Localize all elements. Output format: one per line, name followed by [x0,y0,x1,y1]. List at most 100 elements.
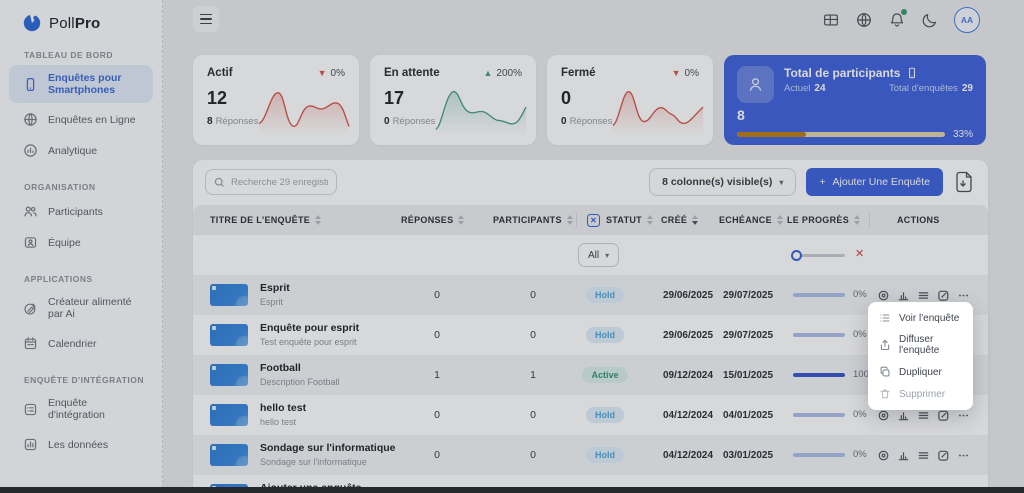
due-date: 15/01/2025 [722,369,774,381]
menu-item-voir-enquete[interactable]: Voir l'enquête [868,307,973,329]
export-file-icon[interactable] [953,170,976,194]
list-icon[interactable] [917,409,930,422]
column-header-progres[interactable]: LE PROGRÈS [787,205,861,235]
table-row[interactable]: Esprit Esprit 0 0 Hold 29/06/2025 29/07/2… [193,275,988,315]
sort-icon[interactable] [646,215,653,225]
participants-value: 8 [737,107,745,123]
globe-icon[interactable] [855,11,873,29]
row-context-menu: Voir l'enquête Diffuser l'enquête Dupliq… [868,302,973,410]
sidebar-item-label: Les données [48,438,109,451]
chart-icon[interactable] [897,289,910,302]
add-survey-button[interactable]: + Ajouter Une Enquête [806,168,943,196]
table-row[interactable]: Sondage sur l'informatique Sondage sur l'… [193,435,988,475]
sidebar-item-label: Calendrier [48,337,97,350]
stat-title: Fermé [561,67,596,79]
edit-icon[interactable] [937,289,950,302]
responses-value: 0 [434,329,440,341]
progress-bar [793,373,845,377]
chart-icon[interactable] [897,449,910,462]
search-input[interactable] [231,176,328,188]
calendar-icon [23,336,38,351]
sidebar-item-enquetes-en-ligne[interactable]: Enquêtes en Ligne [9,105,153,134]
users-icon [23,204,38,219]
sort-icon[interactable] [854,215,861,225]
table-row[interactable]: Enquête pour esprit Test enquête pour esp… [193,315,988,355]
clear-filter-icon[interactable]: ✕ [855,248,865,260]
sidebar-item-equipe[interactable]: Équipe [9,228,153,257]
apps-grid-icon[interactable] [822,11,840,29]
sparkline-chart [435,91,527,135]
chart-icon[interactable] [897,409,910,422]
menu-item-diffuser-enquete[interactable]: Diffuser l'enquête [868,329,973,361]
column-header-reponses[interactable]: RÉPONSES [401,205,465,235]
list-icon[interactable] [917,289,930,302]
survey-subtitle: Test enquête pour esprit [260,337,357,347]
dark-mode-moon-icon[interactable] [921,11,939,29]
progress-label: 100% [853,369,878,380]
sort-icon[interactable] [776,215,783,225]
more-icon[interactable] [957,289,970,302]
pollpro-logo-icon [23,14,41,32]
sort-icon[interactable] [566,215,573,225]
data-icon [23,437,38,452]
notification-bell-icon[interactable] [888,9,907,29]
chevron-down-icon: ▾ [605,250,610,260]
brand-name: PollPro [49,14,101,32]
ai-pen-icon [23,301,38,316]
column-header-statut[interactable]: ✕ STATUT [587,205,653,235]
filter-active-icon[interactable]: ✕ [587,213,600,227]
window-bottom-edge [0,487,1024,493]
responses-value: 0 [434,409,440,421]
progress-bar [793,333,845,337]
created-date: 29/06/2025 [662,329,714,341]
survey-title: Sondage sur l'informatique [260,442,396,454]
share-icon [879,339,891,351]
eye-icon[interactable] [877,449,890,462]
avatar[interactable]: AA [954,7,980,33]
slider-handle[interactable] [791,250,802,261]
edit-icon[interactable] [937,409,950,422]
sidebar-item-createur-ai[interactable]: Créateur alimenté par Ai [9,289,153,327]
eye-icon[interactable] [877,289,890,302]
notification-dot [901,9,907,15]
hamburger-menu-button[interactable] [193,6,219,32]
status-filter-dropdown[interactable]: All ▾ [578,243,620,267]
columns-visible-dropdown[interactable]: 8 colonne(s) visible(s) ▾ [649,168,797,196]
participants-value: 0 [530,289,536,301]
column-header-echeance[interactable]: ECHÉANCE [719,205,783,235]
sidebar-item-les-donnees[interactable]: Les données [9,430,153,459]
sort-icon[interactable] [458,215,465,225]
table-row[interactable]: Football Description Football 1 1 Active … [193,355,988,395]
sidebar-item-analytique[interactable]: Analytique [9,136,153,165]
menu-item-dupliquer[interactable]: Dupliquer [868,361,973,383]
sort-icon[interactable] [315,215,322,225]
created-date: 29/06/2025 [662,289,714,301]
column-header-titre[interactable]: TITRE DE L'ENQUÊTE [210,205,322,235]
sidebar-item-participants[interactable]: Participants [9,197,153,226]
more-icon[interactable] [957,449,970,462]
survey-thumbnail [210,364,248,386]
survey-subtitle: Description Football [260,377,340,387]
row-actions [877,395,970,435]
column-header-participants[interactable]: PARTICIPANTS [493,205,573,235]
participants-card: Total de participants Actuel 24 Total d'e… [724,55,986,145]
more-icon[interactable] [957,409,970,422]
menu-item-supprimer[interactable]: Supprimer [868,383,973,405]
sidebar-item-enquetes-smartphones[interactable]: Enquêtes pour Smartphones [9,65,153,103]
sidebar-item-label: Équipe [48,236,81,249]
column-header-cree[interactable]: CRÉÉ [661,205,699,235]
responses-value: 0 [434,289,440,301]
brand-logo[interactable]: PollPro [0,0,162,33]
eye-icon[interactable] [877,409,890,422]
list-icon[interactable] [917,449,930,462]
surveys-panel: 8 colonne(s) visible(s)▾ +Ajouter Une En… [193,160,988,493]
status-badge: Hold [586,287,624,303]
sidebar-item-enquete-integration[interactable]: Enquête d'intégration [9,390,153,428]
status-badge: Hold [586,327,624,343]
sidebar: PollPro TABLEAU DE BORD Enquêtes pour Sm… [0,0,163,493]
sort-icon[interactable] [692,215,699,225]
progress-filter-slider[interactable] [791,250,845,261]
edit-icon[interactable] [937,449,950,462]
table-row[interactable]: hello test hello test 0 0 Hold 04/12/2024… [193,395,988,435]
sidebar-item-calendrier[interactable]: Calendrier [9,329,153,358]
